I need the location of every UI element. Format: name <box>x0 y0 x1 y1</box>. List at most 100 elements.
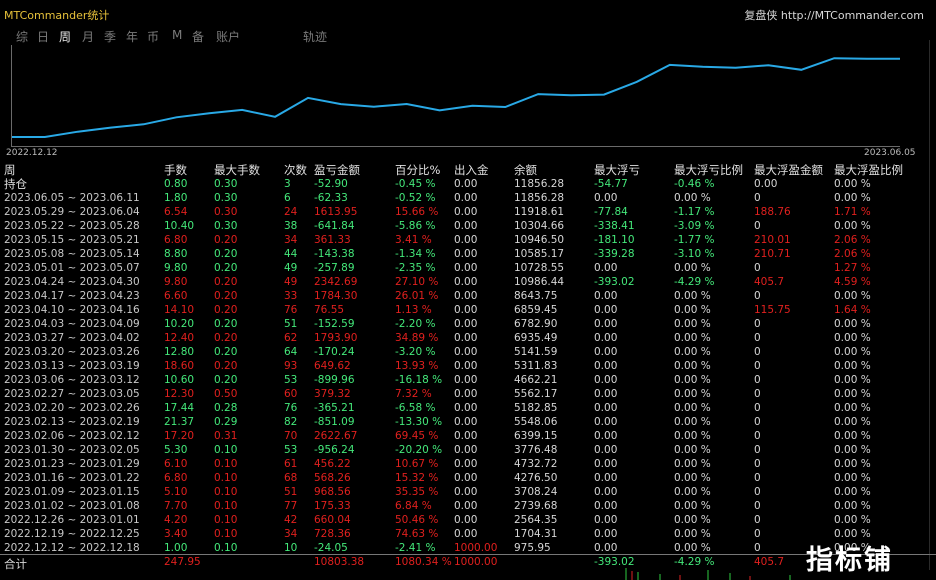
table-row[interactable]: 2023.03.13 ~ 2023.03.19 18.60 0.20 93 649.62… <box>4 359 924 373</box>
cell-max-float-profit-pct: 0.00 % <box>834 192 871 204</box>
equity-curve-chart <box>11 45 900 147</box>
cell-max-float-profit: 210.71 <box>754 248 791 260</box>
table-row[interactable]: 2023.01.16 ~ 2023.01.22 6.80 0.10 68 568.26 1… <box>4 471 924 485</box>
cell-max-float-profit: 0 <box>754 430 761 442</box>
table-row[interactable]: 2023.05.08 ~ 2023.05.14 8.80 0.20 44 -143.38… <box>4 247 924 261</box>
cell-max-float-loss: -54.77 <box>594 178 628 190</box>
table-row[interactable]: 2023.02.20 ~ 2023.02.26 17.44 0.28 76 -365.2… <box>4 401 924 415</box>
col-lots[interactable]: 手数 <box>164 163 187 177</box>
cell-lots: 6.80 <box>164 234 188 246</box>
table-row[interactable]: 2022.12.12 ~ 2022.12.18 1.00 0.10 10 -24.05 -… <box>4 541 924 555</box>
cell-count: 38 <box>284 220 298 232</box>
cell-max-lots: 0.20 <box>214 360 238 372</box>
cell-max-float-loss: 0.00 <box>594 444 618 456</box>
weekly-rows: 2023.06.05 ~ 2023.06.11 1.80 0.30 6 -62.33 -0… <box>4 191 924 555</box>
cell-balance: 5311.83 <box>514 360 558 372</box>
tab-month[interactable]: 月 <box>82 30 95 44</box>
tab-year[interactable]: 年 <box>126 30 139 44</box>
cell-lots: 6.10 <box>164 458 188 470</box>
cell-lots: 5.10 <box>164 486 188 498</box>
cell-balance: 10728.55 <box>514 262 565 274</box>
table-row[interactable]: 2023.05.22 ~ 2023.05.28 10.40 0.30 38 -641.8… <box>4 219 924 233</box>
cell-pnl: 649.62 <box>314 360 351 372</box>
cell-period: 2023.01.09 ~ 2023.01.15 <box>4 486 140 498</box>
tab-overview[interactable]: 综 <box>16 30 29 44</box>
cell-pct: 15.66 % <box>395 206 439 218</box>
tab-quarter[interactable]: 季 <box>104 30 117 44</box>
cell-max-float-loss-pct: 0.00 % <box>674 514 711 526</box>
col-max-float-loss[interactable]: 最大浮亏 <box>594 163 640 177</box>
holding-row[interactable]: 持仓 0.80 0.30 3 -52.90 -0.45 % 0.00 11856… <box>4 177 924 191</box>
table-row[interactable]: 2023.01.30 ~ 2023.02.05 5.30 0.10 53 -956.24… <box>4 443 924 457</box>
cell-max-lots: 0.50 <box>214 388 238 400</box>
table-row[interactable]: 2023.01.09 ~ 2023.01.15 5.10 0.10 51 968.56 3… <box>4 485 924 499</box>
col-max-float-loss-pct[interactable]: 最大浮亏比例 <box>674 163 743 177</box>
col-pnl[interactable]: 盈亏金额 <box>314 163 360 177</box>
tab-week[interactable]: 周 <box>56 30 74 48</box>
tab-symbol[interactable]: 币 <box>147 30 160 44</box>
cell-max-float-profit: 115.75 <box>754 304 791 316</box>
cell-io: 0.00 <box>454 248 478 260</box>
tab-account[interactable]: 账户 <box>216 30 241 44</box>
table-row[interactable]: 2023.06.05 ~ 2023.06.11 1.80 0.30 6 -62.33 -0… <box>4 191 924 205</box>
tab-note[interactable]: 备 <box>192 30 205 44</box>
table-row[interactable]: 2023.05.15 ~ 2023.05.21 6.80 0.20 34 361.33 3… <box>4 233 924 247</box>
cell-max-float-loss: -77.84 <box>594 206 628 218</box>
table-row[interactable]: 2023.02.06 ~ 2023.02.12 17.20 0.31 70 2622.6… <box>4 429 924 443</box>
table-row[interactable]: 2022.12.26 ~ 2023.01.01 4.20 0.10 42 660.04 5… <box>4 513 924 527</box>
cell-max-float-loss: 0.00 <box>594 514 618 526</box>
table-row[interactable]: 2023.03.20 ~ 2023.03.26 12.80 0.20 64 -170.2… <box>4 345 924 359</box>
cell-pnl: 379.32 <box>314 388 351 400</box>
col-pct[interactable]: 百分比% <box>395 163 441 177</box>
table-row[interactable]: 2023.04.24 ~ 2023.04.30 9.80 0.20 49 2342.69… <box>4 275 924 289</box>
cell-max-float-loss-pct: -1.17 % <box>674 206 715 218</box>
col-io[interactable]: 出入金 <box>454 163 489 177</box>
cell-max-float-loss: 0.00 <box>594 542 618 554</box>
cell-max-float-profit-pct: 0.00 % <box>834 416 871 428</box>
cell-balance: 10946.50 <box>514 234 565 246</box>
table-row[interactable]: 2023.02.27 ~ 2023.03.05 12.30 0.50 60 379.32… <box>4 387 924 401</box>
cell-lots: 6.60 <box>164 290 188 302</box>
cell-max-float-loss: 0.00 <box>594 430 618 442</box>
cell-max-float-profit: 0.00 <box>754 178 778 190</box>
cell-balance: 5182.85 <box>514 402 558 414</box>
table-row[interactable]: 2023.01.02 ~ 2023.01.08 7.70 0.10 77 175.33 6… <box>4 499 924 513</box>
table-row[interactable]: 2023.03.06 ~ 2023.03.12 10.60 0.20 53 -899.9… <box>4 373 924 387</box>
col-count[interactable]: 次数 <box>284 163 307 177</box>
tab-day[interactable]: 日 <box>37 30 50 44</box>
cell-count: 64 <box>284 346 298 358</box>
table-row[interactable]: 2022.12.19 ~ 2022.12.25 3.40 0.10 34 728.36 7… <box>4 527 924 541</box>
table-row[interactable]: 2023.04.03 ~ 2023.04.09 10.20 0.20 51 -152.5… <box>4 317 924 331</box>
cell-io: 0.00 <box>454 304 478 316</box>
col-max-lots[interactable]: 最大手数 <box>214 163 260 177</box>
table-row[interactable]: 2023.05.29 ~ 2023.06.04 6.54 0.30 24 1613.95… <box>4 205 924 219</box>
table-row[interactable]: 2023.02.13 ~ 2023.02.19 21.37 0.29 82 -851.0… <box>4 415 924 429</box>
brand-link[interactable]: 复盘侠 http://MTCommander.com <box>744 9 924 22</box>
cell-balance: 6935.49 <box>514 332 558 344</box>
tab-magic[interactable]: M <box>172 28 183 42</box>
cell-max-float-loss-pct: 0.00 % <box>674 430 711 442</box>
cell-io: 0.00 <box>454 388 478 400</box>
cell-max-float-loss: 0.00 <box>594 192 618 204</box>
cell-pnl: 2342.69 <box>314 276 358 288</box>
cell-balance: 5548.06 <box>514 416 558 428</box>
cell-lots: 17.44 <box>164 402 195 414</box>
cell-period: 2023.01.02 ~ 2023.01.08 <box>4 500 140 512</box>
cell-io: 0.00 <box>454 262 478 274</box>
table-row[interactable]: 2023.04.17 ~ 2023.04.23 6.60 0.20 33 1784.30… <box>4 289 924 303</box>
tab-trajectory[interactable]: 轨迹 <box>303 30 328 44</box>
cell-balance: 1704.31 <box>514 528 558 540</box>
table-row[interactable]: 2023.04.10 ~ 2023.04.16 14.10 0.20 76 76.55 1… <box>4 303 924 317</box>
col-period[interactable]: 周 <box>4 163 16 177</box>
cell-max-lots: 0.10 <box>214 444 238 456</box>
col-max-float-profit-pct[interactable]: 最大浮盈比例 <box>834 163 903 177</box>
table-row[interactable]: 2023.05.01 ~ 2023.05.07 9.80 0.20 49 -257.89… <box>4 261 924 275</box>
cell-max-float-loss-pct: 0.00 % <box>674 486 711 498</box>
col-balance[interactable]: 余额 <box>514 163 537 177</box>
table-row[interactable]: 2023.01.23 ~ 2023.01.29 6.10 0.10 61 456.22 1… <box>4 457 924 471</box>
cell-max-float-loss-pct: 0.00 % <box>674 332 711 344</box>
col-max-float-profit[interactable]: 最大浮盈金额 <box>754 163 823 177</box>
cell-max-float-profit: 0 <box>754 262 761 274</box>
table-row[interactable]: 2023.03.27 ~ 2023.04.02 12.40 0.20 62 1793.9… <box>4 331 924 345</box>
cell-lots: 18.60 <box>164 360 195 372</box>
